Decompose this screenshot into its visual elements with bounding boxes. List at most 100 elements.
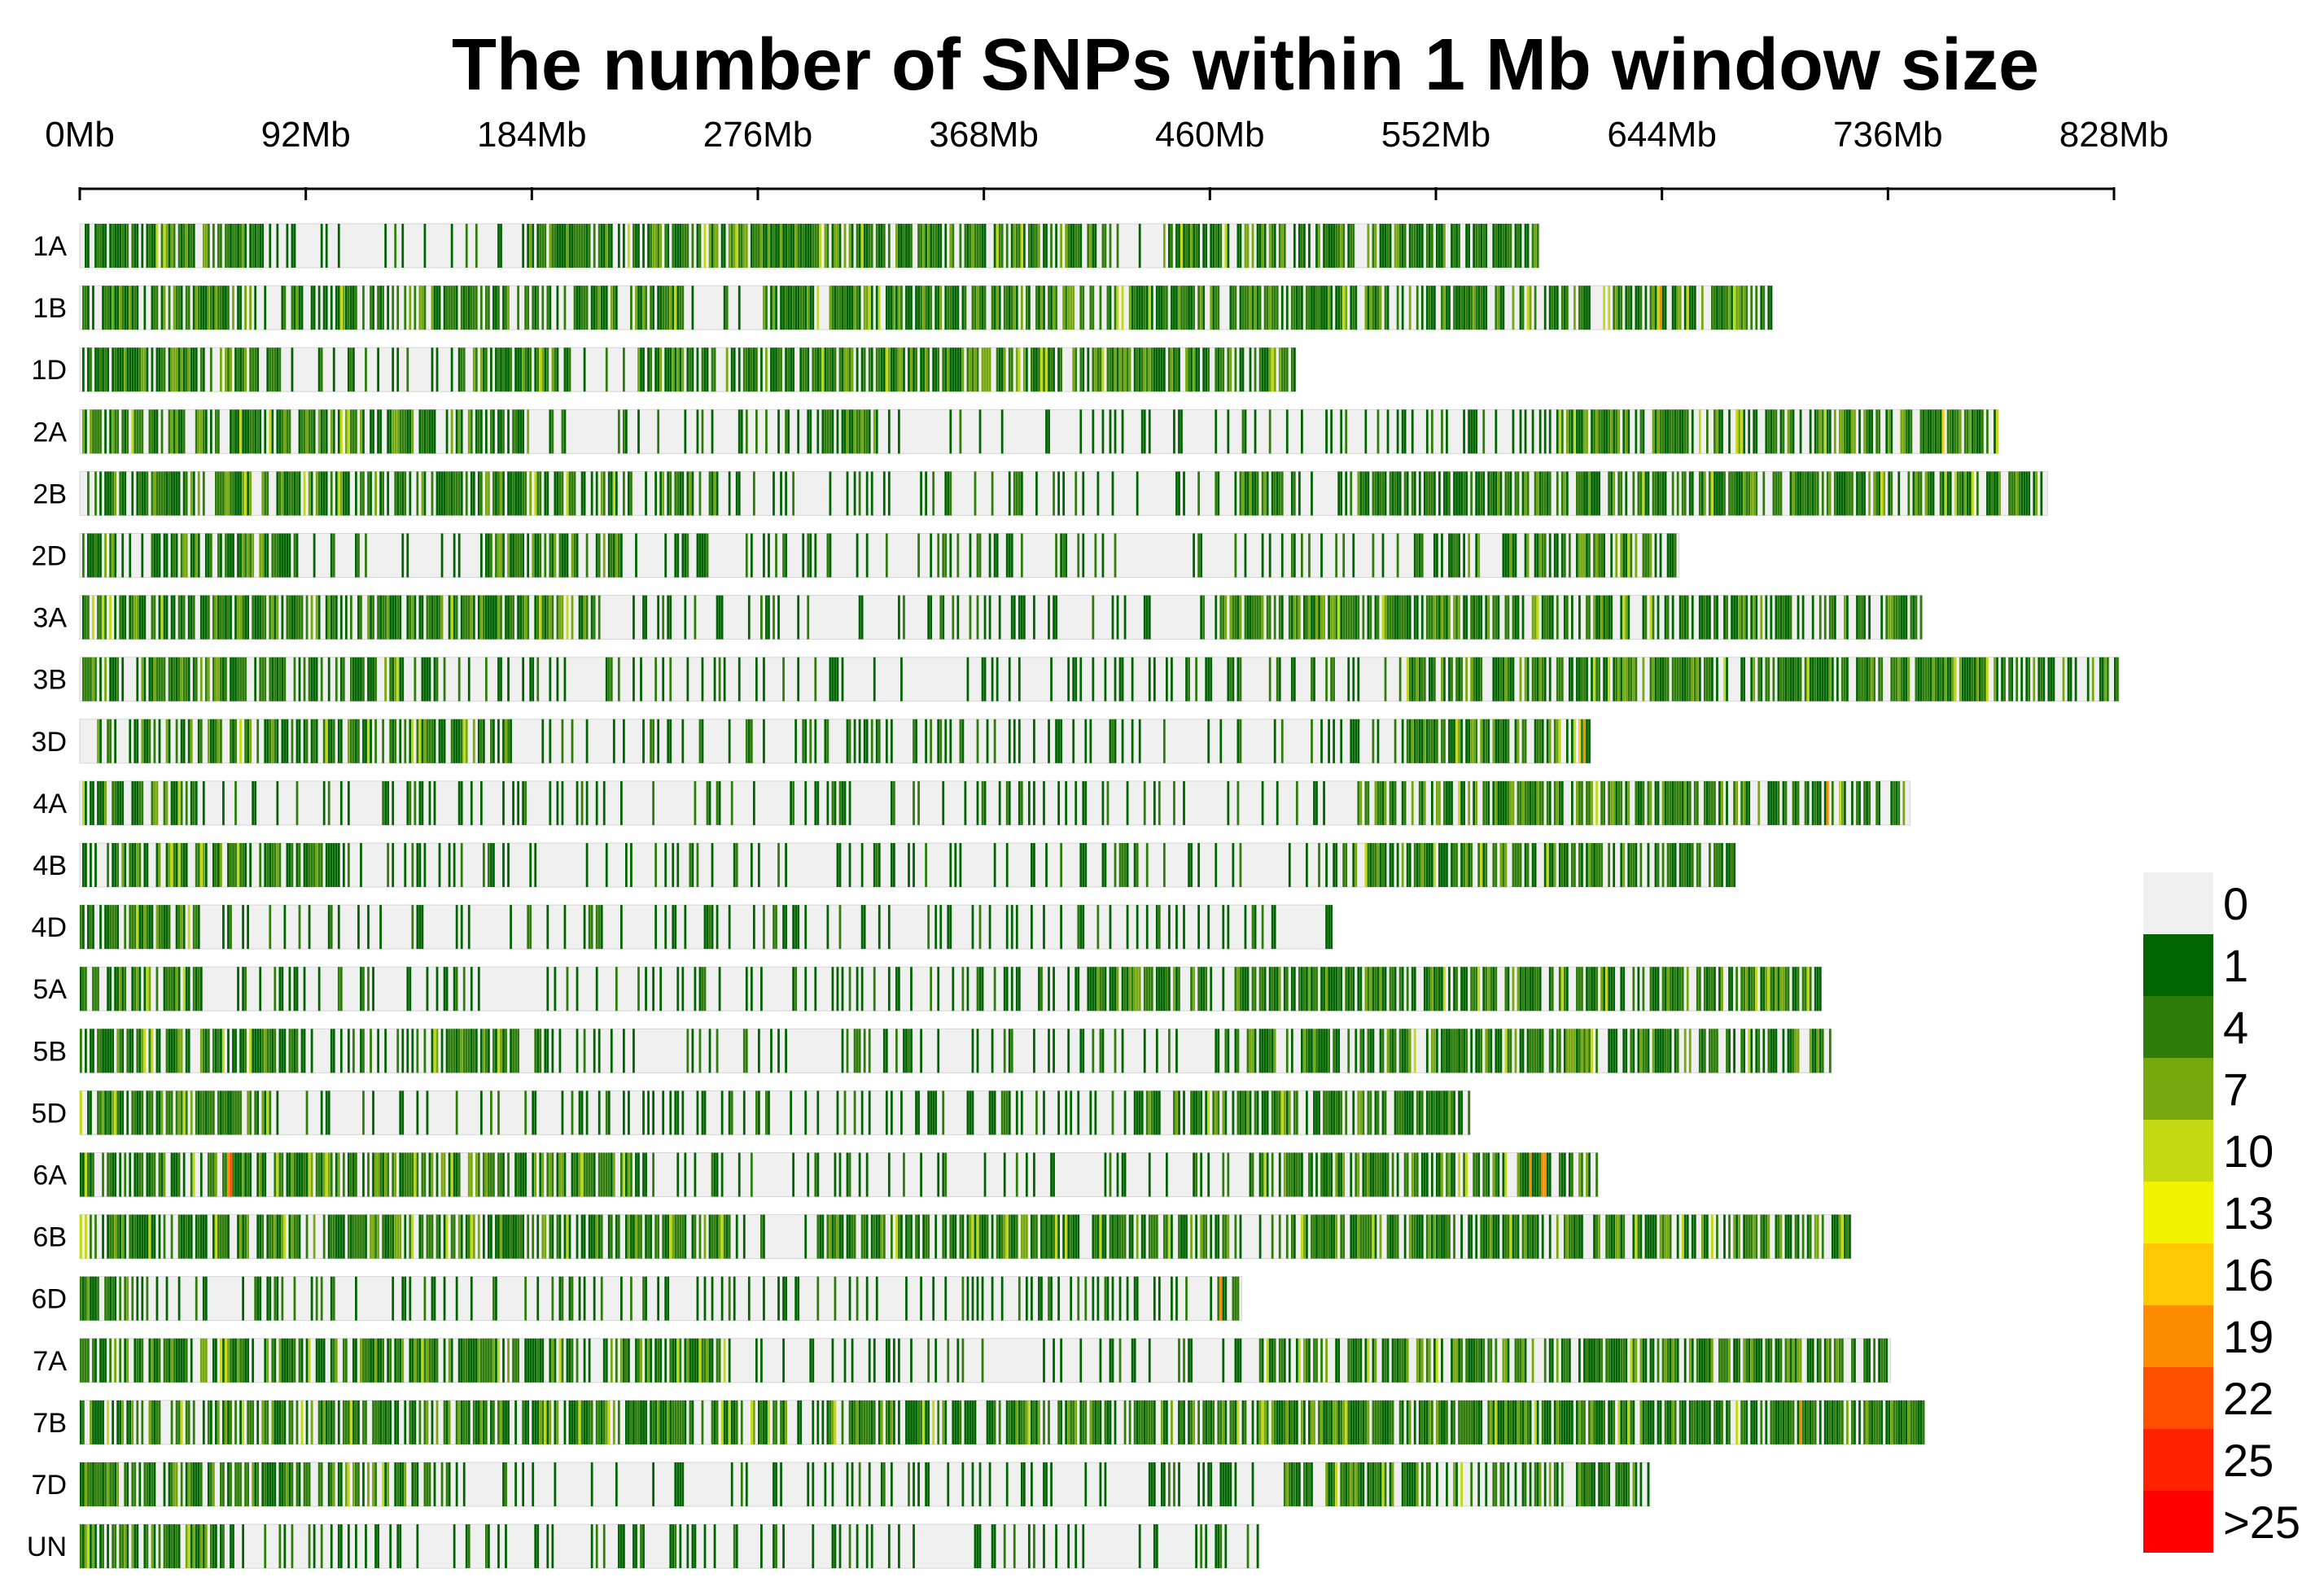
snp-window-1A — [153, 224, 156, 268]
snp-window-1D — [497, 347, 500, 392]
snp-window-1D — [352, 347, 355, 392]
snp-window-2A — [765, 409, 768, 454]
snp-window-4A — [1666, 780, 1670, 825]
snp-window-2D — [1568, 533, 1571, 578]
snp-window-5D — [1453, 1090, 1455, 1135]
snp-window-5B — [1048, 1029, 1050, 1073]
snp-window-1B — [237, 286, 239, 330]
snp-window-1B — [534, 286, 537, 330]
snp-window-5A — [362, 967, 365, 1012]
snp-window-4B — [423, 843, 427, 887]
snp-window-3D — [1546, 719, 1549, 763]
snp-window-5A — [477, 967, 480, 1012]
snp-window-5A — [1160, 967, 1163, 1012]
snp-window-1B — [1131, 286, 1134, 330]
snp-window-5B — [1092, 1029, 1095, 1073]
snp-window-3A — [222, 595, 225, 640]
snp-window-1B — [1295, 286, 1298, 330]
snp-window-5D — [991, 1090, 994, 1135]
snp-window-3A — [1033, 595, 1035, 640]
snp-window-3B — [239, 657, 242, 701]
snp-window-5B — [1531, 1029, 1534, 1073]
snp-window-2B — [1753, 471, 1756, 516]
snp-window-2D — [259, 533, 262, 578]
snp-window-2B — [785, 471, 787, 516]
snp-window-1A — [237, 224, 239, 268]
snp-window-5A — [1779, 967, 1783, 1012]
snp-window-3D — [976, 719, 979, 763]
snp-window-5A — [841, 967, 844, 1012]
snp-window-5D — [220, 1090, 222, 1135]
snp-window-2A — [1674, 409, 1677, 454]
chromosome-track-1D: 1D — [32, 347, 1297, 392]
snp-window-3A — [1443, 595, 1446, 640]
snp-window-1D — [539, 347, 542, 392]
snp-window-4A — [1548, 780, 1552, 825]
snp-window-5A — [1740, 967, 1744, 1012]
snp-window-5D — [237, 1090, 239, 1135]
snp-window-4A — [834, 780, 837, 825]
snp-window-5B — [1323, 1029, 1325, 1073]
snp-window-3D — [915, 719, 917, 763]
snp-window-2A — [1976, 409, 1979, 454]
snp-window-3B — [315, 657, 318, 701]
snp-window-4A — [421, 780, 424, 825]
snp-window-4A — [1389, 780, 1392, 825]
snp-window-5A — [170, 967, 173, 1012]
snp-window-3B — [2001, 657, 2003, 701]
snp-window-4D — [109, 905, 112, 950]
snp-window-5D — [138, 1090, 142, 1135]
snp-window-4A — [1676, 780, 1679, 825]
snp-window-4A — [1647, 780, 1650, 825]
snp-window-2A — [1858, 409, 1861, 454]
snp-window-4A — [998, 780, 1001, 825]
snp-window-5B — [1551, 1029, 1554, 1073]
snp-window-3B — [274, 657, 277, 701]
snp-window-5A — [1578, 967, 1581, 1012]
snp-window-3A — [409, 595, 412, 640]
snp-window-3D — [357, 719, 360, 763]
snp-window-3A — [1534, 595, 1537, 640]
snp-window-2D — [1477, 533, 1481, 578]
snp-window-5B — [1637, 1029, 1640, 1073]
snp-window-5A — [177, 967, 181, 1012]
snp-window-2B — [497, 471, 500, 516]
snp-window-1D — [730, 347, 733, 392]
snp-window-2D — [1101, 533, 1105, 578]
snp-window-5A — [910, 967, 913, 1012]
snp-window-2A — [136, 409, 139, 454]
snp-window-3D — [1487, 719, 1490, 763]
snp-window-2D — [264, 533, 267, 578]
snp-window-2B — [2020, 471, 2024, 516]
snp-window-3B — [532, 657, 535, 701]
snp-window-1B — [856, 286, 859, 330]
snp-window-3B — [834, 657, 837, 701]
snp-window-2A — [320, 409, 323, 454]
snp-window-5D — [1256, 1090, 1259, 1135]
snp-window-6A — [148, 1152, 151, 1197]
snp-window-2B — [1357, 471, 1360, 516]
snp-window-5B — [119, 1029, 122, 1073]
snp-window-2B — [168, 471, 171, 516]
snp-window-2B — [846, 471, 849, 516]
snp-window-1A — [659, 224, 663, 268]
snp-window-3B — [187, 657, 190, 701]
snp-window-1D — [546, 347, 549, 392]
snp-window-1B — [1065, 286, 1068, 330]
snp-window-2B — [1465, 471, 1468, 516]
snp-window-1D — [1025, 347, 1028, 392]
snp-window-4D — [728, 905, 731, 950]
snp-window-2D — [163, 533, 166, 578]
snp-window-2B — [544, 471, 547, 516]
snp-window-3B — [1492, 657, 1495, 701]
snp-window-4B — [175, 843, 178, 887]
snp-window-3A — [1394, 595, 1397, 640]
snp-window-1A — [177, 224, 181, 268]
snp-window-1A — [141, 224, 144, 268]
snp-window-1A — [858, 224, 861, 268]
snp-window-3A — [1600, 595, 1603, 640]
snp-window-2A — [305, 409, 309, 454]
snp-window-3B — [1799, 657, 1802, 701]
snp-window-2B — [1239, 471, 1242, 516]
snp-window-1A — [220, 224, 222, 268]
